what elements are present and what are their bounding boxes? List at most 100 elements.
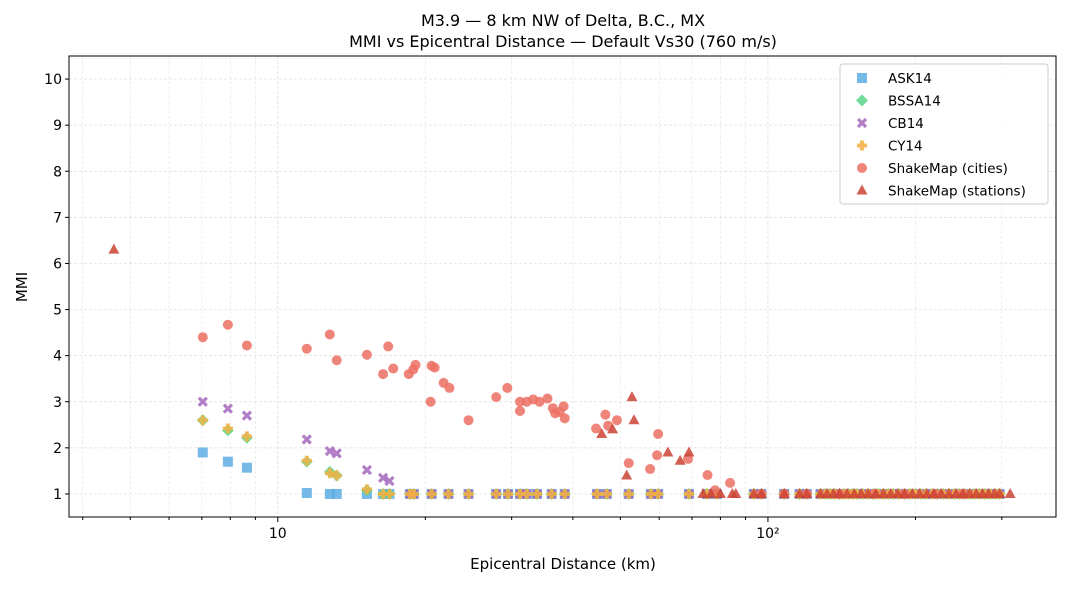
series-bssa14 bbox=[196, 414, 1006, 500]
y-tick-label: 3 bbox=[53, 395, 62, 411]
shakemap-cities-point bbox=[653, 429, 664, 440]
series-cy14 bbox=[197, 415, 1005, 499]
shakemap-cities-point bbox=[502, 382, 513, 393]
chart-subtitle: MMI vs Epicentral Distance — Default Vs3… bbox=[349, 32, 777, 51]
legend-item-cy14: CY14 bbox=[857, 139, 923, 155]
shakemap-cities-point bbox=[361, 349, 372, 360]
cy14-point bbox=[301, 455, 312, 466]
legend-marker-cy14 bbox=[857, 140, 867, 151]
data-points bbox=[108, 243, 1016, 500]
shakemap-cities-point bbox=[558, 401, 569, 412]
shakemap-stations-point bbox=[108, 243, 120, 254]
shakemap-cities-point bbox=[222, 319, 233, 330]
shakemap-stations-point bbox=[748, 487, 760, 498]
shakemap-stations-point bbox=[870, 487, 882, 498]
cy14-point bbox=[559, 488, 570, 499]
shakemap-stations-point bbox=[950, 487, 962, 498]
cb14-point bbox=[324, 445, 335, 457]
legend-label: CB14 bbox=[888, 116, 924, 132]
shakemap-stations-point bbox=[862, 487, 874, 498]
cy14-point bbox=[601, 488, 612, 499]
cy14-point bbox=[463, 488, 474, 499]
legend-label: BSSA14 bbox=[888, 94, 941, 110]
cy14-point bbox=[408, 488, 419, 499]
y-tick-label: 9 bbox=[53, 118, 62, 134]
shakemap-stations-point bbox=[877, 487, 889, 498]
legend-marker-cb14 bbox=[856, 117, 868, 129]
y-axis-label: MMI bbox=[13, 272, 31, 302]
cy14-point bbox=[222, 423, 233, 434]
y-tick-label: 8 bbox=[53, 164, 62, 180]
shakemap-stations-point bbox=[730, 487, 742, 498]
shakemap-stations-point bbox=[834, 487, 846, 498]
shakemap-stations-point bbox=[755, 487, 767, 498]
cy14-point bbox=[491, 488, 502, 499]
legend-item-bssa14: BSSA14 bbox=[856, 94, 941, 110]
shakemap-cities-point bbox=[324, 329, 335, 340]
shakemap-cities-point bbox=[425, 396, 436, 407]
shakemap-stations-point bbox=[841, 487, 853, 498]
ask14-point bbox=[241, 462, 252, 473]
shakemap-stations-point bbox=[921, 487, 933, 498]
legend-item-shakemap-stations: ShakeMap (stations) bbox=[856, 184, 1026, 200]
shakemap-stations-point bbox=[1004, 487, 1016, 498]
series-shakemap-stations bbox=[108, 243, 1016, 498]
shakemap-cities-point bbox=[542, 393, 553, 404]
cy14-point bbox=[443, 488, 454, 499]
legend-label: CY14 bbox=[888, 139, 923, 155]
shakemap-cities-point bbox=[491, 392, 502, 403]
cy14-point bbox=[426, 488, 437, 499]
shakemap-cities-point bbox=[652, 450, 663, 461]
cy14-point bbox=[384, 488, 395, 499]
shakemap-cities-point bbox=[463, 415, 474, 426]
x-tick-label: 10² bbox=[756, 526, 779, 542]
legend-marker-shakemap-stations bbox=[856, 184, 868, 195]
legend-label: ASK14 bbox=[888, 71, 932, 87]
y-tick-label: 10 bbox=[44, 72, 62, 88]
cy14-point bbox=[546, 488, 557, 499]
shakemap-stations-point bbox=[596, 428, 608, 439]
shakemap-stations-point bbox=[705, 487, 717, 498]
cy14-point bbox=[503, 488, 514, 499]
legend-marker-bssa14 bbox=[856, 94, 868, 107]
legend-label: ShakeMap (cities) bbox=[888, 161, 1008, 177]
shakemap-stations-point bbox=[674, 454, 686, 465]
shakemap-stations-point bbox=[794, 487, 806, 498]
cb14-point bbox=[197, 396, 208, 407]
cb14-point bbox=[331, 448, 342, 459]
legend-item-shakemap-cities: ShakeMap (cities) bbox=[857, 161, 1008, 177]
shakemap-stations-point bbox=[626, 391, 638, 402]
shakemap-cities-point bbox=[410, 359, 421, 370]
shakemap-stations-point bbox=[928, 487, 940, 498]
shakemap-stations-point bbox=[683, 446, 695, 457]
axis-ticks: 1 2 3 4 5 6 7 8 9 10 10 10² bbox=[44, 72, 1003, 542]
legend-item-ask14: ASK14 bbox=[857, 71, 932, 87]
cy14-point bbox=[361, 484, 372, 495]
shakemap-cities-point bbox=[383, 341, 394, 352]
shakemap-cities-point bbox=[600, 409, 611, 420]
cb14-point bbox=[384, 475, 395, 487]
shakemap-cities-point bbox=[645, 464, 656, 475]
shakemap-stations-point bbox=[914, 487, 926, 498]
shakemap-stations-point bbox=[936, 487, 948, 498]
cy14-point bbox=[532, 488, 543, 499]
cy14-point bbox=[241, 431, 252, 442]
legend-marker-shakemap-cities bbox=[857, 163, 867, 173]
cb14-point bbox=[361, 464, 373, 476]
shakemap-cities-point bbox=[197, 332, 208, 343]
shakemap-cities-point bbox=[514, 405, 525, 416]
shakemap-cities-point bbox=[534, 396, 545, 407]
shakemap-stations-point bbox=[778, 487, 790, 498]
ask14-point bbox=[331, 488, 342, 499]
shakemap-cities-point bbox=[725, 477, 736, 488]
cy14-point bbox=[592, 488, 603, 499]
shakemap-cities-point bbox=[378, 369, 389, 380]
series-shakemap-cities bbox=[197, 319, 968, 499]
cb14-point bbox=[241, 410, 253, 421]
cb14-point bbox=[222, 403, 234, 414]
shakemap-cities-point bbox=[559, 413, 570, 424]
ask14-point bbox=[301, 488, 312, 499]
y-tick-label: 1 bbox=[53, 487, 62, 503]
y-tick-label: 2 bbox=[53, 441, 62, 457]
cy14-point bbox=[623, 488, 634, 499]
